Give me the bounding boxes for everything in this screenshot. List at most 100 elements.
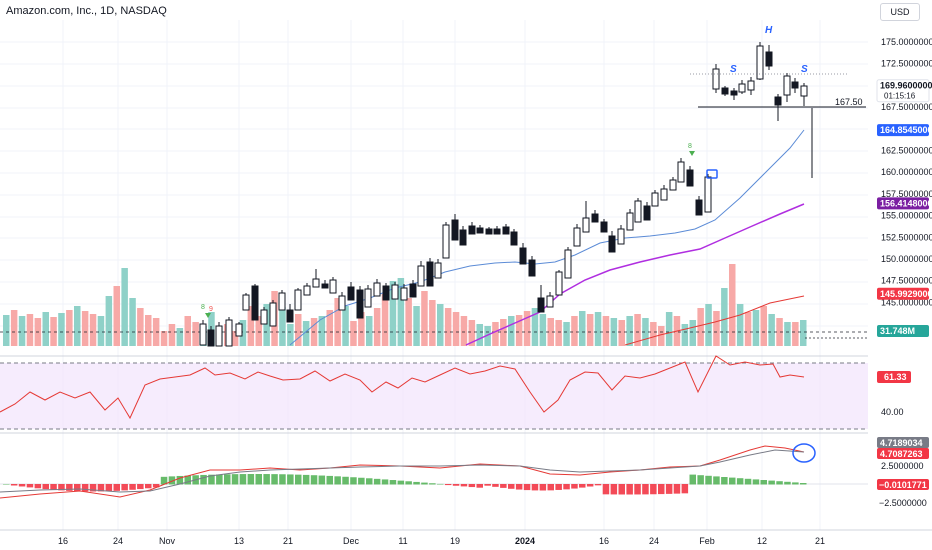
macd-histogram-bar [539,484,547,491]
highlight-box [706,169,718,179]
candle-body [400,287,408,301]
time-tick-label: 16 [58,536,68,546]
candle-body [312,278,320,288]
candle-body [546,295,554,308]
currency-button[interactable]: USD [880,3,920,21]
volume-bar [626,316,633,346]
macd-histogram-bar [105,484,113,492]
macd-histogram-bar [176,475,184,485]
volume-bar [137,308,144,346]
volume-bar [421,291,428,346]
macd-histogram-bar [50,484,57,490]
candle-body [747,80,755,91]
volume-bar [713,311,720,346]
macd-histogram-bar [97,484,105,492]
rsi-marker-label: 61.33 [884,372,907,382]
volume-bar [515,315,523,346]
volume-bar [405,298,412,346]
macd-histogram-bar [216,474,223,485]
volume-bar [539,314,547,346]
macd-histogram-bar [673,484,681,494]
macd-histogram-bar [531,484,539,491]
time-tick-label: 11 [398,536,407,546]
macd-histogram-bar [508,484,515,489]
macd-histogram-bar [74,484,81,492]
macd-histogram-bar [397,480,405,485]
time-tick-label: 21 [815,536,825,546]
time-axis[interactable]: 16 24 Nov 13 21 Dec 11 19 2024 16 24 Feb 12 21 [0,529,932,546]
macd-histogram-bar [373,478,381,485]
pattern-label: S [730,64,737,75]
volume-bar [192,322,199,346]
macd-histogram-bar [681,484,689,494]
macd-histogram-bar [168,476,176,485]
macd-marker-tag [877,448,929,459]
volume-bar [563,322,570,346]
candle-body [294,289,302,311]
macd-tick-label: 2.5000000 [881,461,924,471]
macd-histogram-bar [658,484,665,495]
candle-body [730,90,738,96]
price-marker-label: 31.748M [880,326,915,336]
volume-bar [350,321,357,346]
volume-bar [358,312,365,346]
candle-body [215,325,223,347]
price-marker-tag [877,287,929,300]
candle-body [347,286,355,301]
volume-bar [642,318,649,346]
volume-bar [665,312,673,346]
volume-bar [81,311,89,346]
signal-arrow [689,151,695,156]
macd-line [0,445,805,499]
volume-bar [302,321,310,346]
candle-body [738,83,746,93]
macd-histogram-bar [263,474,270,485]
price-tick-label: 150.0000000 [881,254,932,264]
macd-histogram-bar [271,474,278,485]
price-tick-label: 147.5000000 [881,276,932,286]
macd-histogram-bar [26,484,34,488]
macd-histogram-bar [626,484,633,495]
volume-bar [74,306,81,346]
signal-line [0,449,805,493]
macd-histogram-bar [492,484,499,487]
candle-body [278,292,286,311]
volume-bar [658,326,665,346]
macd-histogram-bar [200,474,207,485]
candle-body [573,227,581,247]
volume-bar [650,322,657,346]
candle-body [643,205,651,221]
macd-histogram-bar [3,484,10,485]
macd-histogram-bar [634,484,641,495]
macd-histogram-bar [58,484,65,491]
signal-label: 8 [201,304,205,311]
macd-marker-tag [877,479,929,490]
macd-histogram-bar [405,481,412,485]
volume-bar [97,316,105,346]
candle-body [582,217,590,233]
candle-body [459,229,467,246]
volume-bar [508,316,515,346]
neckline-label: 167.50 [835,97,863,107]
signal-arrow [205,313,211,318]
volume-bar [634,314,641,346]
macd-histogram-bar [129,484,136,490]
macd-histogram-bar [571,484,578,489]
candle-body [426,261,434,287]
macd-histogram-bar [586,484,594,487]
candle-body [260,309,268,325]
macd-histogram-bar [642,484,649,495]
candle-body [791,81,799,89]
candle-body [329,279,337,294]
candle-body [510,231,518,246]
candle-body [677,161,685,183]
price-axis[interactable]: 175.0000000 172.5000000 167.5000000 162.500… [868,0,932,550]
volume-bar [168,324,176,346]
time-tick-label: 2024 [515,536,535,546]
volume-bar [681,324,689,346]
macd-marker-label: −0.0101771 [879,480,927,490]
time-tick-label: Dec [343,536,360,546]
volume-bar [444,308,452,346]
volume-bar [429,300,436,346]
